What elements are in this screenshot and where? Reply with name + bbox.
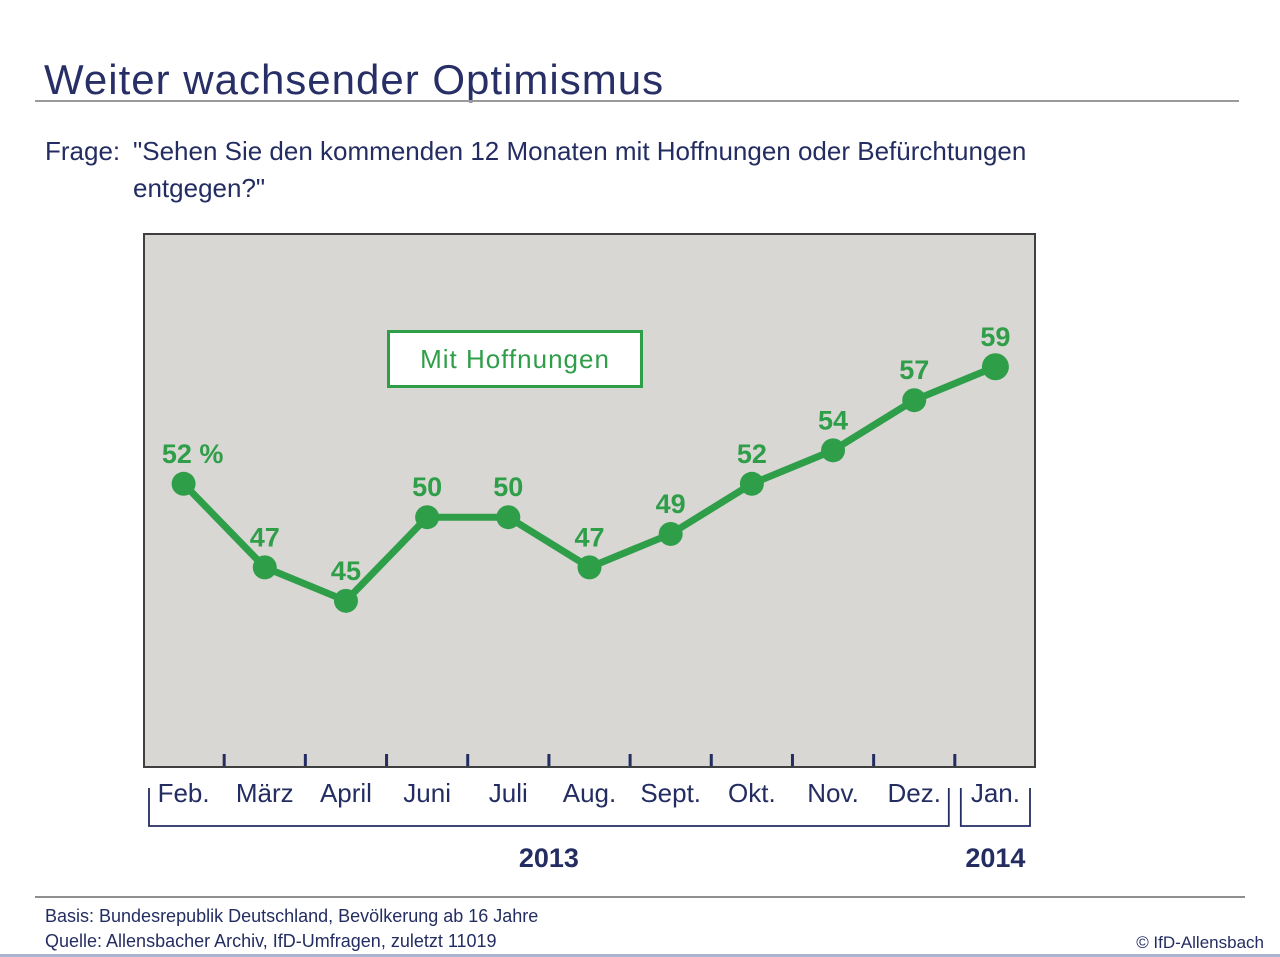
legend-box: Mit Hoffnungen <box>387 330 643 388</box>
data-point <box>577 555 602 580</box>
month-label: Juni <box>403 778 451 808</box>
value-label: 45 <box>331 556 361 586</box>
year-bracket <box>148 788 950 827</box>
month-label: Jan. <box>971 778 1020 808</box>
value-label: 50 <box>412 472 442 502</box>
month-label: Aug. <box>563 778 617 808</box>
month-label: Juli <box>489 778 528 808</box>
page-title: Weiter wachsender Optimismus <box>44 56 665 104</box>
question-line-2: entgegen?" <box>133 173 266 203</box>
line-chart: 52 % Feb. 47 März 45 April 50 Juni 50 Juli 47 Aug. 4… <box>143 233 1036 873</box>
data-point <box>496 505 521 530</box>
plot-background <box>143 233 1036 768</box>
year-label: 2013 <box>519 843 579 873</box>
data-point <box>821 438 846 463</box>
data-point <box>658 521 683 546</box>
chart-area: 52 % Feb. 47 März 45 April 50 Juni 50 Juli 47 Aug. 4… <box>143 233 1036 883</box>
value-label: 57 <box>899 355 929 385</box>
value-label: 52 <box>737 439 767 469</box>
value-label: 47 <box>250 522 280 552</box>
value-label: 50 <box>493 472 523 502</box>
value-label: 47 <box>574 522 604 552</box>
value-label: 49 <box>656 489 686 519</box>
month-label: Okt. <box>728 778 776 808</box>
data-point <box>902 388 927 413</box>
question-block: Frage: "Sehen Sie den kommenden 12 Monat… <box>45 133 1026 207</box>
month-label: April <box>320 778 372 808</box>
year-bracket <box>959 788 1031 827</box>
footer-basis: Basis: Bundesrepublik Deutschland, Bevöl… <box>45 906 539 926</box>
data-point <box>252 555 277 580</box>
month-label: Feb. <box>158 778 210 808</box>
year-label: 2014 <box>965 843 1025 873</box>
value-label: 59 <box>980 322 1010 352</box>
value-label: 54 <box>818 405 848 435</box>
question-text: "Sehen Sie den kommenden 12 Monaten mit … <box>133 133 1026 207</box>
value-label: 52 % <box>162 439 224 469</box>
data-point <box>171 471 196 496</box>
footer-source: Quelle: Allensbacher Archiv, IfD-Umfrage… <box>45 931 497 951</box>
month-label: Dez. <box>887 778 940 808</box>
question-line-1: "Sehen Sie den kommenden 12 Monaten mit … <box>133 136 1027 166</box>
bottom-edge-line <box>0 954 1280 957</box>
month-label: Nov. <box>807 778 859 808</box>
month-label: März <box>236 778 294 808</box>
question-prefix: Frage: <box>45 136 121 166</box>
footer-divider <box>35 896 1245 898</box>
data-point <box>415 505 440 530</box>
legend-label: Mit Hoffnungen <box>420 343 610 374</box>
data-point <box>333 588 358 613</box>
data-point <box>981 353 1009 381</box>
title-divider <box>35 100 1239 102</box>
footer-copyright: © IfD-Allensbach <box>1136 933 1264 952</box>
month-label: Sept. <box>640 778 701 808</box>
data-point <box>739 471 764 496</box>
